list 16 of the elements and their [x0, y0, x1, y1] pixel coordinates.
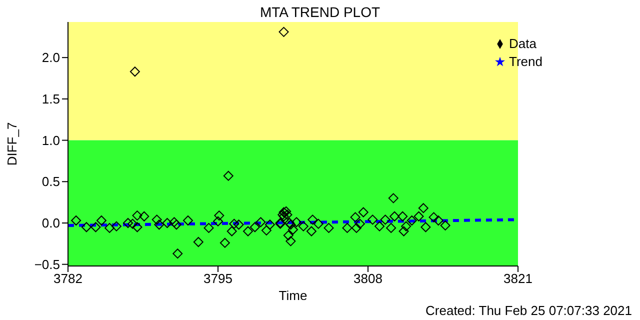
x-tick-label: 3782 [54, 271, 82, 286]
x-tick-label: 3795 [204, 271, 232, 286]
y-tick-label: 1.5 [42, 92, 60, 107]
y-tick-label: 2.0 [42, 50, 60, 66]
y-tick-label: −0.5 [34, 256, 60, 272]
legend-label: Trend [509, 54, 542, 69]
y-tick-label: 0.0 [42, 216, 60, 231]
x-axis-title: Time [278, 288, 308, 303]
y-tick-label: 0.5 [42, 174, 60, 190]
legend-label: Data [509, 36, 536, 51]
y-axis-title: DIFF_7 [4, 122, 20, 166]
x-tick-label: 3808 [354, 271, 382, 286]
y-tick-label: 1.0 [42, 132, 60, 148]
chart-title: MTA TREND PLOT [258, 4, 382, 20]
text: Created: Thu Feb 25 07:07:33 2021 [426, 303, 632, 318]
x-tick-label: 3821 [504, 271, 532, 286]
